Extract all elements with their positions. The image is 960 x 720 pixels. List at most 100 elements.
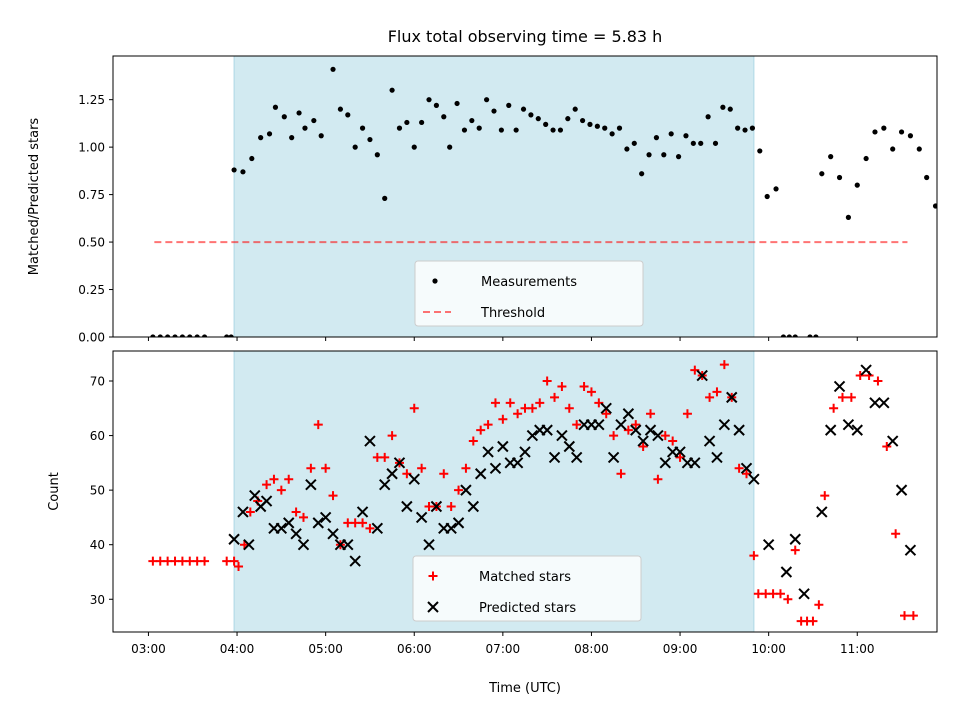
measurement-point xyxy=(454,100,460,107)
predicted-point xyxy=(733,424,745,436)
predicted-point xyxy=(563,440,576,453)
predicted-point xyxy=(674,446,686,458)
predicted-point xyxy=(401,500,413,513)
matched-point xyxy=(616,469,626,479)
measurement-point xyxy=(675,154,682,160)
measurement-point xyxy=(845,214,851,220)
matched-point xyxy=(908,611,918,621)
measurement-point xyxy=(266,131,273,137)
predicted-point xyxy=(349,555,361,567)
matched-point xyxy=(820,491,830,501)
matched-point xyxy=(380,452,390,462)
predicted-point xyxy=(570,451,583,464)
legend-matched-swatch xyxy=(428,571,438,581)
matched-point xyxy=(527,403,537,413)
matched-point xyxy=(298,512,308,522)
measurement-point xyxy=(836,174,843,181)
measurement-point xyxy=(258,135,264,141)
y-tick-label: 0.50 xyxy=(78,236,105,250)
measurement-point xyxy=(411,144,417,150)
matched-point xyxy=(705,392,715,402)
predicted-point xyxy=(637,435,649,447)
measurement-point xyxy=(890,146,896,152)
measurement-point xyxy=(819,171,825,177)
predicted-point xyxy=(312,517,324,529)
matched-point xyxy=(734,463,744,473)
predicted-point xyxy=(275,522,288,535)
predicted-point xyxy=(408,473,420,485)
predicted-point xyxy=(423,538,435,551)
measurement-point xyxy=(513,127,519,133)
matched-point xyxy=(409,403,419,413)
legend-measurement-swatch xyxy=(432,278,438,284)
predicted-point xyxy=(780,566,793,578)
measurement-point xyxy=(690,140,696,146)
legend: Matched stars Predicted stars xyxy=(412,555,642,622)
measurement-point xyxy=(764,193,770,200)
measurement-point xyxy=(433,102,439,108)
y-tick-label: 0.25 xyxy=(78,283,105,297)
predicted-point xyxy=(833,380,846,393)
measurement-point xyxy=(735,125,741,131)
predicted-point xyxy=(356,506,369,518)
predicted-point xyxy=(703,435,716,447)
predicted-point xyxy=(474,468,487,480)
measurement-point xyxy=(579,117,586,124)
y-axis-label: Count xyxy=(47,472,62,511)
predicted-point xyxy=(652,429,664,442)
predicted-point xyxy=(789,533,801,545)
matched-point xyxy=(653,474,663,484)
measurement-point xyxy=(272,104,279,110)
matched-point xyxy=(631,420,641,430)
x-tick-label: 08:00 xyxy=(574,642,609,656)
measurement-point xyxy=(705,114,711,120)
measurement-point xyxy=(653,135,660,141)
y-tick-label: 1.25 xyxy=(78,93,105,107)
matched-point xyxy=(245,507,255,517)
predicted-point xyxy=(696,369,708,382)
matched-point xyxy=(262,480,272,490)
predicted-point xyxy=(824,424,837,436)
predicted-point xyxy=(283,517,295,529)
matched-point xyxy=(638,441,648,451)
predicted-point xyxy=(489,462,502,475)
measurement-point xyxy=(382,195,388,201)
measurement-point xyxy=(661,152,667,158)
y-tick-label: 40 xyxy=(90,538,105,552)
predicted-point xyxy=(393,457,406,469)
predicted-point xyxy=(260,495,273,507)
matched-point xyxy=(306,463,316,473)
predicted-point xyxy=(415,511,428,524)
matched-point xyxy=(855,371,865,381)
predicted-point xyxy=(526,429,539,442)
measurement-point xyxy=(535,116,541,122)
matched-point xyxy=(668,436,678,446)
predicted-point xyxy=(630,424,642,436)
measurement-point xyxy=(396,125,403,131)
matched-point xyxy=(365,523,375,533)
measurement-point xyxy=(352,144,358,150)
plot-area xyxy=(150,66,937,337)
matched-point xyxy=(439,469,449,479)
measurement-point xyxy=(720,104,726,110)
matched-point xyxy=(276,485,286,495)
measurement-point xyxy=(296,110,302,116)
predicted-point xyxy=(886,435,899,447)
legend-label: Measurements xyxy=(481,275,577,290)
predicted-point xyxy=(452,517,465,529)
matched-point xyxy=(719,360,729,370)
predicted-point xyxy=(600,402,612,414)
series-measurements xyxy=(150,66,937,337)
predicted-point xyxy=(748,473,760,485)
predicted-point xyxy=(593,418,605,431)
matched-point xyxy=(682,409,692,419)
x-axis-label: Time (UTC) xyxy=(488,681,561,696)
matched-point xyxy=(790,545,800,555)
matched-point xyxy=(749,551,759,561)
predicted-point xyxy=(430,500,443,513)
matched-point xyxy=(321,463,331,473)
plot-area xyxy=(148,360,918,626)
matched-point xyxy=(783,594,793,604)
y-tick-label: 70 xyxy=(90,375,105,389)
predicted-point xyxy=(556,429,568,442)
